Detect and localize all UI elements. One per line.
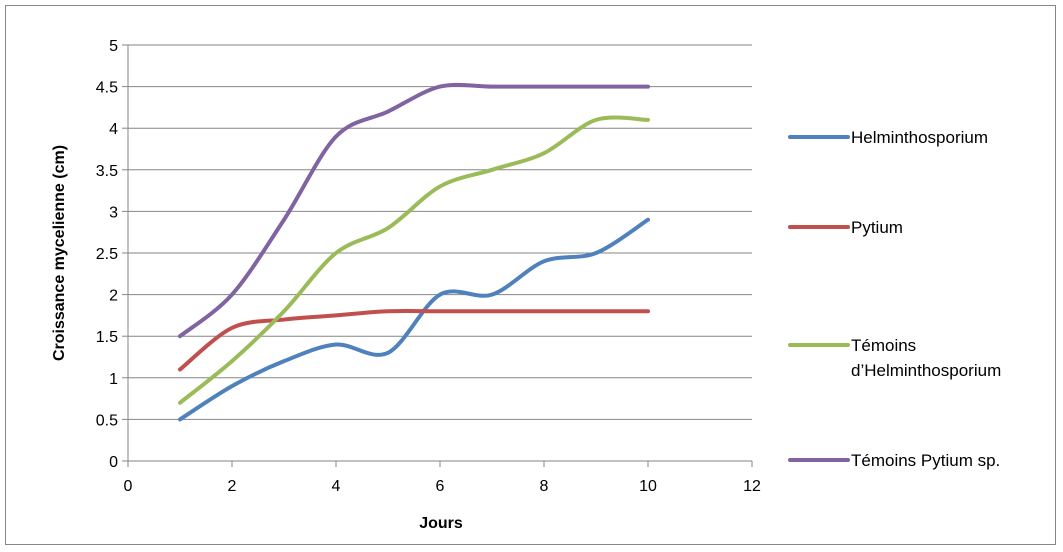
y-tick-label: 4.5 (96, 80, 118, 97)
series-line-pytium (178, 308, 650, 372)
y-tick-label: 0.5 (96, 412, 118, 429)
y-tick-label: 2.5 (96, 246, 118, 263)
x-tick-label: 0 (124, 478, 133, 495)
legend-label-helminthosporium: Helminthosporium (851, 128, 988, 147)
series-line-helminthosporium (178, 217, 650, 422)
y-tick-label: 0 (109, 454, 118, 471)
y-tick-label: 3.5 (96, 163, 118, 180)
x-tick-label: 2 (228, 478, 237, 495)
series-lines (178, 82, 650, 422)
y-tick-label: 3 (109, 204, 118, 221)
x-tick-label: 4 (332, 478, 341, 495)
legend-label-temoins-d-helminthosporium: Témoins d’Helminthosporium (851, 336, 1001, 380)
chart-frame (5, 5, 1056, 545)
legend-label-temoins-pytium-sp: Témoins Pytium sp. (851, 451, 1000, 470)
y-axis-title: Croissance mycelienne (cm) (51, 145, 68, 361)
x-tick-label: 10 (639, 478, 657, 495)
grid-lines (128, 44, 752, 420)
series-line-temoins-pytium-sp (178, 82, 650, 339)
y-tick-label: 1 (109, 371, 118, 388)
x-tick-label: 12 (743, 478, 761, 495)
y-tick-label: 4 (109, 121, 118, 138)
axes (122, 44, 753, 467)
y-tick-label: 2 (109, 288, 118, 305)
tick-labels: 0 0.5 1 1.5 2 2.5 3 3.5 4 4.5 5 0 2 4 6 8 10 12 (96, 38, 761, 495)
legend: Helminthosporium Pytium Témoins d’Helmintho… (788, 128, 1001, 470)
x-tick-label: 8 (540, 478, 549, 495)
legend-label-pytium: Pytium (851, 218, 903, 237)
y-tick-label: 5 (109, 38, 118, 55)
series-line-temoins-d-helminthosporium (178, 115, 650, 405)
x-tick-label: 6 (436, 478, 445, 495)
y-tick-label: 1.5 (96, 329, 118, 346)
x-axis-title: Jours (419, 515, 463, 532)
